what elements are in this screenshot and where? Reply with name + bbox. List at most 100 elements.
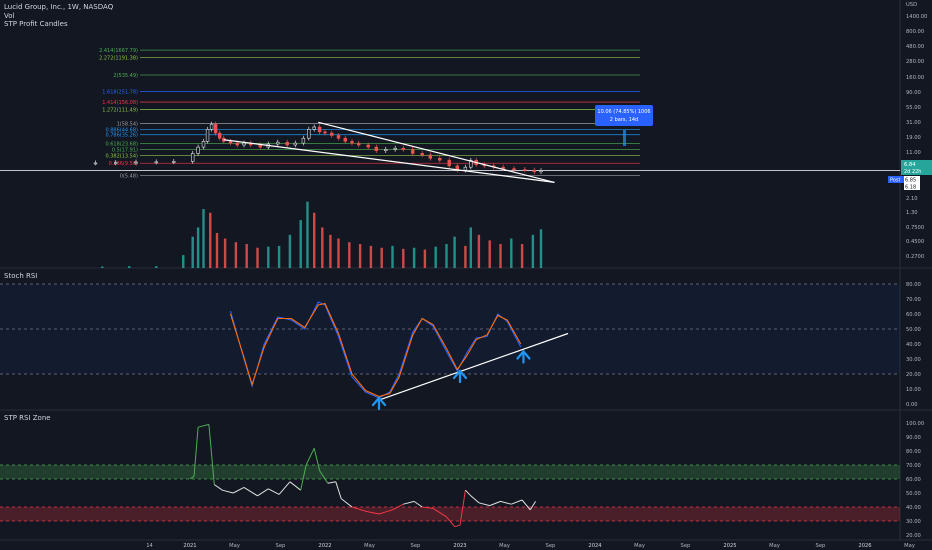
rsi-zone-line-segment: [327, 481, 336, 484]
volume-bar: [531, 234, 535, 268]
rsi-zone-line-segment: [454, 524, 461, 528]
rsi-zone-axis-tick: 90.00: [906, 435, 921, 441]
rsi-zone-line-segment: [465, 489, 472, 497]
stoch-rsi-title[interactable]: Stoch RSI: [4, 272, 38, 280]
rsi-zone-line-segment: [378, 509, 393, 515]
price-axis-tick: 2.10: [906, 196, 918, 202]
volume-bar: [202, 209, 205, 268]
stoch-axis-tick: 60.00: [906, 312, 921, 318]
measure-tooltip-box: [595, 105, 653, 126]
price-axis-tick: 19.00: [906, 135, 921, 141]
rsi-zone-line-segment: [300, 464, 307, 491]
stoch-axis-tick: 50.00: [906, 327, 921, 333]
time-axis-tick: 2026: [858, 543, 871, 549]
volume-bar: [499, 244, 502, 268]
candle-body: [336, 135, 341, 139]
rsi-zone-axis-tick: 60.00: [906, 477, 921, 483]
volume-bar: [469, 227, 472, 268]
price-axis-tick: 1.30: [906, 210, 918, 216]
price-axis-tick: 55.00: [906, 105, 921, 111]
candle-body: [343, 137, 347, 142]
candle-body: [428, 154, 432, 159]
candle-body: [401, 147, 405, 150]
candle-body: [330, 132, 334, 136]
time-axis-tick: May: [364, 543, 375, 549]
post-market-price-tag: [904, 176, 920, 183]
volume-bar: [155, 266, 158, 268]
price-axis-tick: 0.4500: [906, 239, 924, 245]
volume-bar: [539, 229, 543, 268]
volume-bar: [306, 201, 309, 268]
measure-bar: [623, 130, 626, 146]
rsi-zone-line-segment: [278, 481, 291, 495]
volume-bar: [329, 234, 332, 268]
rsi-zone-line-segment: [232, 486, 245, 494]
fib-level-label: 1.618(251.78): [102, 90, 138, 96]
stoch-axis-tick: 20.00: [906, 372, 921, 378]
volume-bar: [321, 227, 324, 268]
fib-level-label: 0.236(9.58): [109, 161, 138, 167]
rsi-zone-line-segment: [289, 481, 302, 491]
volume-bar: [510, 238, 513, 268]
bottom-price-tag: [904, 183, 920, 190]
rsi-zone-line-segment: [214, 484, 223, 491]
volume-bar: [256, 247, 259, 268]
post-market-label: Post: [890, 178, 901, 184]
last-price-value: 6.84: [904, 162, 916, 168]
fib-level-label: 2.272(1191.38): [99, 55, 138, 61]
candle-body: [209, 123, 214, 130]
time-axis-tick: Sep: [816, 543, 826, 549]
candle-body: [463, 166, 468, 171]
measure-tooltip-text: 10.06 (74.85%) 1006: [597, 109, 650, 115]
candle-body: [93, 162, 98, 165]
fib-level-label: 1.272(111.49): [102, 107, 138, 113]
rsi-zone-axis-tick: 80.00: [906, 449, 921, 455]
profit-candles-indicator-label[interactable]: STP Profit Candles: [4, 20, 68, 28]
volume-indicator-label[interactable]: Vol: [4, 11, 15, 20]
time-axis-tick: 2021: [183, 543, 196, 549]
candle-body: [469, 159, 473, 168]
candle-body: [218, 132, 222, 139]
rsi-zone-line-segment: [268, 488, 280, 495]
post-market-label-tag: [888, 176, 904, 183]
time-axis-tick: May: [229, 543, 240, 549]
rsi-zone-title[interactable]: STP RSI Zone: [4, 414, 51, 422]
price-axis-tick: 31.00: [906, 120, 921, 126]
rsi-zone-line-segment: [305, 447, 315, 466]
rsi-zone-line-segment: [470, 495, 480, 504]
stoch-d-line: [229, 302, 522, 398]
symbol-title[interactable]: Lucid Group, Inc., 1W, NASDAQ: [4, 3, 114, 11]
time-axis-tick: Sep: [411, 543, 421, 549]
time-axis-tick: May: [499, 543, 510, 549]
rsi-zone-line-segment: [189, 475, 195, 480]
volume-bar: [223, 238, 227, 268]
candle-body: [242, 142, 246, 146]
candle-body: [293, 142, 297, 146]
time-axis-tick: Sep: [681, 543, 691, 549]
volume-bar: [182, 255, 185, 268]
fib-level-label: 0.786(35.26): [105, 133, 138, 139]
candle-body: [438, 158, 442, 161]
rsi-zone-line-segment: [489, 500, 501, 507]
wedge-trendline: [318, 121, 555, 183]
candle-body: [258, 144, 262, 148]
volume-bar: [128, 266, 131, 268]
rsi-zone-line-segment: [365, 510, 380, 515]
candle-body: [312, 126, 316, 130]
candle-body: [154, 161, 158, 164]
rsi-zone-line-segment: [403, 500, 415, 505]
time-axis-tick: Sep: [546, 543, 556, 549]
rsi-zone-line-segment: [257, 488, 269, 497]
candle-body: [532, 169, 536, 173]
candle-body: [512, 168, 516, 170]
price-axis-tick: 280.00: [906, 59, 924, 65]
rsi-zone-line-segment: [351, 506, 366, 512]
rsi-zone-line-segment: [222, 489, 234, 494]
candle-body: [301, 137, 306, 144]
candle-body: [374, 146, 378, 151]
volume-bar: [445, 244, 448, 268]
candle-body: [213, 123, 218, 134]
volume-bar: [369, 245, 373, 268]
rsi-zone-axis-tick: 30.00: [906, 519, 921, 525]
